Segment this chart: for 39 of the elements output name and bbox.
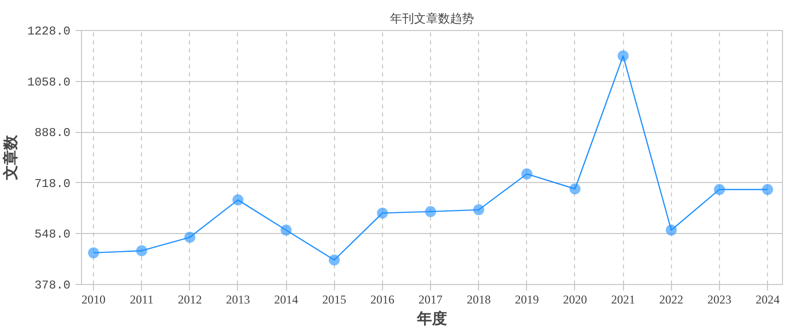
point bbox=[762, 184, 774, 195]
point bbox=[666, 224, 677, 236]
x-tick-label: 2020 bbox=[562, 292, 587, 306]
x-tick-label: 2019 bbox=[514, 292, 539, 306]
point bbox=[569, 183, 580, 194]
y-tick-label: 548.0 bbox=[34, 228, 71, 242]
x-tick-label: 2015 bbox=[322, 292, 346, 306]
y-tick-label: 888.0 bbox=[34, 126, 71, 140]
x-tick-label: 2017 bbox=[418, 292, 443, 306]
x-tick-label: 2018 bbox=[466, 292, 491, 306]
y-tick-label: 1228.0 bbox=[27, 24, 71, 38]
point bbox=[521, 168, 532, 180]
x-tick-label: 2014 bbox=[274, 292, 298, 306]
x-tick-label: 2012 bbox=[178, 292, 202, 306]
y-tick-label: 378.0 bbox=[34, 278, 71, 292]
x-tick-label: 2023 bbox=[707, 292, 732, 306]
y-tick-label: 718.0 bbox=[34, 176, 71, 191]
x-tick-label: 2013 bbox=[226, 292, 250, 306]
point bbox=[232, 194, 244, 206]
point bbox=[88, 247, 100, 258]
point bbox=[425, 206, 436, 218]
x-tick-label: 2022 bbox=[659, 292, 684, 306]
x-tick-label: 2024 bbox=[756, 292, 780, 306]
y-axis-title: 文章数 bbox=[1, 134, 20, 181]
x-tick-label: 2021 bbox=[611, 292, 636, 306]
point bbox=[473, 204, 484, 216]
point bbox=[184, 232, 196, 243]
x-tick-label: 2011 bbox=[130, 292, 154, 306]
x-tick-label: 2016 bbox=[370, 292, 394, 306]
point bbox=[328, 254, 340, 266]
point bbox=[376, 208, 388, 219]
chart-title: 年刊文章数趋势 bbox=[390, 12, 474, 26]
point bbox=[136, 245, 148, 256]
point bbox=[280, 224, 292, 236]
x-tick-label: 2010 bbox=[82, 292, 106, 306]
point bbox=[618, 50, 629, 62]
x-axis-title: 年度 bbox=[416, 310, 447, 328]
y-tick-label: 1058.0 bbox=[27, 75, 71, 90]
point bbox=[714, 184, 725, 195]
